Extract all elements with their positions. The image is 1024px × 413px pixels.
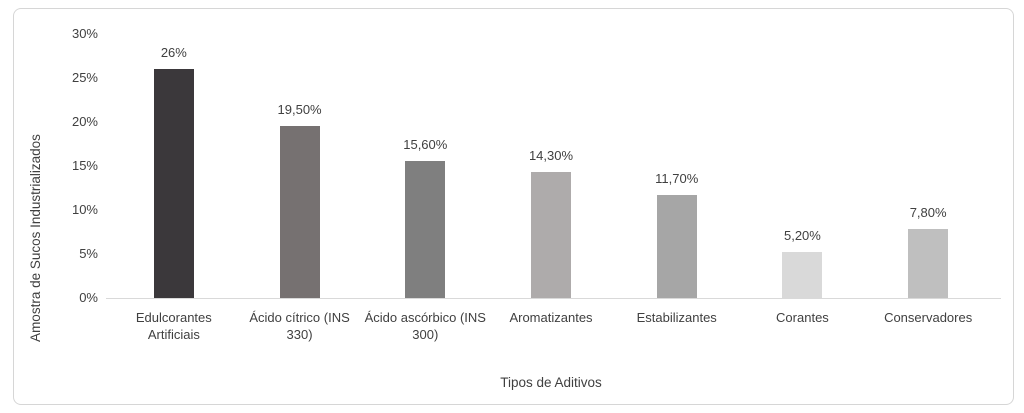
y-axis-tick-label: 20% <box>71 114 98 129</box>
bar-value-label: 5,20% <box>783 228 821 244</box>
bar-value-label: 7,80% <box>909 205 947 221</box>
x-axis-category-label: Estabilizantes <box>636 310 717 325</box>
bar-value-label: 11,70% <box>655 171 699 187</box>
bar-5 <box>656 195 697 298</box>
x-axis-category-label: Ácido ascórbico (INS 300) <box>364 310 486 342</box>
y-axis-tick-label: 30% <box>71 26 98 41</box>
y-axis-tick-label: 25% <box>71 70 98 85</box>
x-axis-category-label: Ácido cítrico (INS 330) <box>249 310 350 342</box>
x-axis-title: Tipos de Aditivos <box>500 375 602 390</box>
x-axis-category-label: Edulcorantes Artificiais <box>135 310 212 342</box>
y-axis-tick-label: 0% <box>79 290 98 305</box>
bar-6 <box>782 252 823 298</box>
x-axis-category-label: Conservadores <box>884 310 973 325</box>
y-axis-tick-label: 10% <box>71 202 98 217</box>
bar-value-label: 15,60% <box>403 136 448 152</box>
bar-value-label: 14,30% <box>528 148 574 164</box>
bar-4 <box>531 172 571 298</box>
x-axis-category-label: Corantes <box>776 310 829 325</box>
y-axis-title: Amostra de Sucos Industrializados <box>28 134 43 342</box>
y-axis-tick-label: 5% <box>79 246 98 261</box>
x-axis-line <box>106 298 1001 299</box>
x-axis-category-label: Aromatizantes <box>509 310 593 325</box>
bar-value-label: 19,50% <box>277 102 322 118</box>
bar-2 <box>279 126 320 298</box>
bar-3 <box>405 160 446 298</box>
y-axis-tick-label: 15% <box>71 158 98 173</box>
bar-value-label: 26% <box>160 45 187 61</box>
bar-1 <box>153 69 194 298</box>
bar-7 <box>908 229 949 298</box>
chart-frame: Amostra de Sucos Industrializados 0% 5% 10… <box>13 8 1014 405</box>
